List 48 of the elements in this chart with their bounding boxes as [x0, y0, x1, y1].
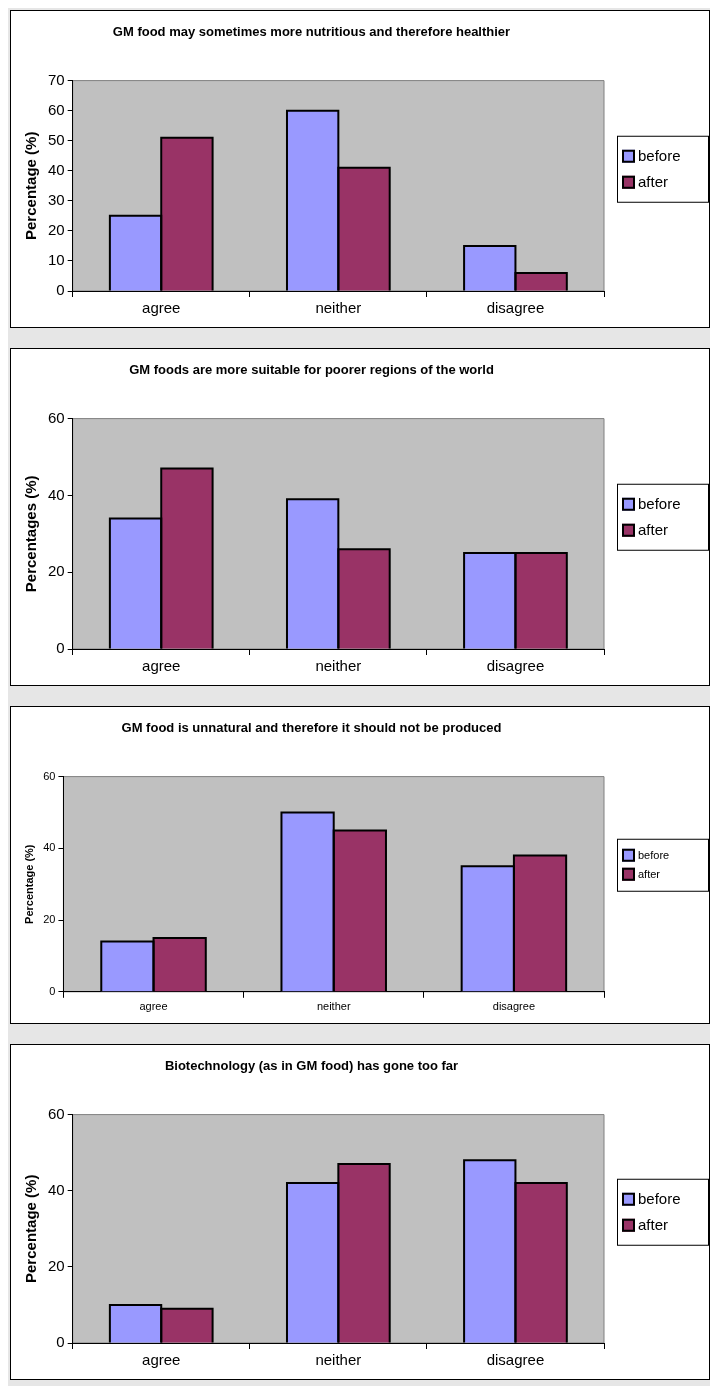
- y-tick-label: 0: [56, 639, 65, 657]
- x-tick-label: neither: [316, 1000, 351, 1013]
- x-tick-label: disagree: [486, 657, 545, 675]
- legend-label: before: [638, 1188, 681, 1209]
- y-tick-label: 0: [56, 281, 65, 299]
- x-tick-label: agree: [139, 1000, 168, 1013]
- legend-label: after: [638, 172, 669, 192]
- y-tick-label: 0: [56, 1333, 65, 1351]
- x-tick-label: disagree: [492, 1000, 536, 1013]
- x-tick-label: disagree: [486, 1351, 545, 1369]
- y-axis-title: Percentage (%): [22, 1174, 40, 1283]
- legend-label: after: [638, 867, 661, 882]
- x-tick-label: neither: [315, 1351, 362, 1369]
- x-tick-label: disagree: [486, 299, 545, 317]
- x-tick-label: agree: [142, 299, 181, 317]
- y-tick-label: 40: [48, 485, 65, 503]
- y-tick-label: 20: [43, 913, 56, 926]
- y-tick-label: 60: [48, 1104, 65, 1122]
- x-tick-label: agree: [142, 1351, 181, 1369]
- y-tick-label: 0: [49, 984, 56, 997]
- y-tick-label: 30: [48, 190, 65, 208]
- chart-title: GM food is unnatural and therefore it should not be produced: [121, 720, 502, 736]
- legend-label: before: [638, 847, 670, 863]
- y-tick-label: 70: [48, 70, 65, 88]
- legend-label: before: [638, 145, 681, 166]
- y-tick-label: 40: [43, 841, 56, 854]
- legend-label: after: [638, 520, 669, 540]
- y-tick-label: 20: [48, 562, 65, 580]
- y-tick-label: 50: [48, 130, 65, 148]
- y-tick-label: 40: [48, 160, 65, 178]
- chart-title: GM foods are more suitable for poorer regions of the world: [129, 362, 494, 378]
- y-axis-title: Percentage (%): [22, 844, 35, 924]
- y-tick-label: 40: [48, 1180, 65, 1198]
- x-tick-label: neither: [315, 299, 362, 317]
- chart-title: GM food may sometimes more nutritious and therefore healthier: [112, 24, 511, 40]
- y-tick-label: 10: [48, 251, 65, 269]
- y-axis-title: Percentage (%): [22, 131, 40, 240]
- x-tick-label: neither: [315, 657, 362, 675]
- y-tick-label: 60: [48, 408, 65, 426]
- x-tick-label: agree: [142, 657, 181, 675]
- legend-label: after: [638, 1215, 669, 1235]
- y-axis-title: Percentages (%): [22, 475, 40, 593]
- y-tick-label: 20: [48, 221, 65, 239]
- y-tick-label: 20: [48, 1257, 65, 1275]
- chart-title: Biotechnology (as in GM food) has gone too far: [164, 1058, 459, 1074]
- legend-label: before: [638, 493, 681, 514]
- y-tick-label: 60: [43, 769, 56, 782]
- y-tick-label: 60: [48, 100, 65, 118]
